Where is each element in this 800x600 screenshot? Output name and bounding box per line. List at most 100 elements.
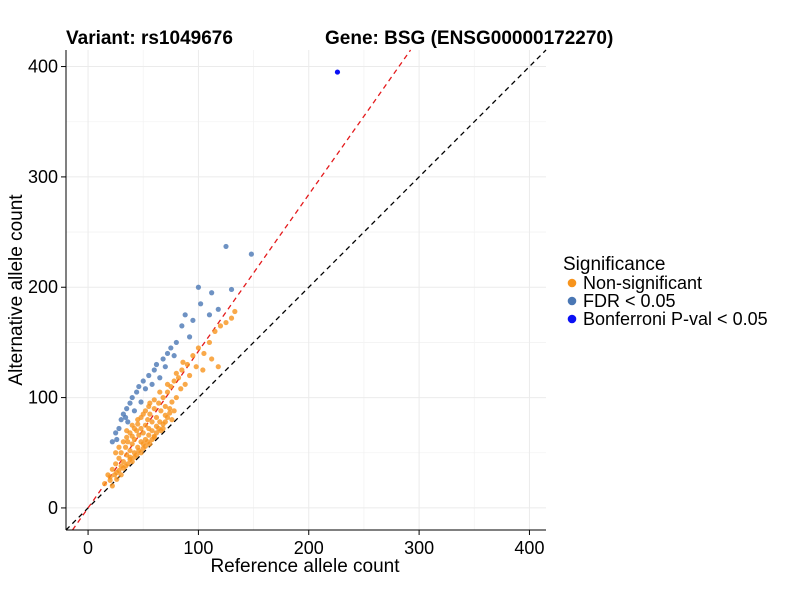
data-point [195, 284, 202, 290]
y-tick-label: 0 [48, 498, 58, 518]
y-tick-label: 100 [28, 388, 58, 408]
data-point [153, 361, 160, 368]
data-point [118, 472, 124, 478]
data-point [157, 389, 163, 395]
data-point [178, 386, 184, 392]
grid [66, 50, 546, 530]
y-axis-label: Alternative allele count [6, 194, 27, 386]
data-point [125, 461, 131, 467]
data-point [182, 381, 188, 387]
data-point [215, 364, 221, 370]
x-tick-label: 200 [294, 538, 324, 558]
data-point [167, 410, 173, 416]
y-tick-label: 200 [28, 277, 58, 297]
legend-swatch [567, 278, 577, 288]
data-point [114, 436, 120, 443]
data-point [198, 301, 204, 307]
data-point [114, 476, 120, 482]
data-point [175, 375, 182, 381]
data-point [190, 317, 196, 323]
data-point [129, 394, 135, 401]
data-point [131, 436, 138, 443]
data-point [138, 450, 144, 456]
data-point [116, 467, 122, 474]
data-point [173, 370, 179, 376]
data-point [129, 441, 135, 447]
data-point [171, 378, 177, 384]
data-point [334, 69, 341, 75]
data-point [109, 439, 115, 445]
data-point [169, 417, 175, 423]
data-point [179, 367, 185, 373]
data-point [122, 414, 129, 421]
data-point [173, 339, 179, 346]
data-point [113, 461, 119, 467]
data-point [127, 447, 133, 454]
data-point [136, 432, 142, 438]
data-point [182, 312, 188, 318]
data-point [162, 419, 168, 425]
data-point [131, 425, 138, 432]
data-point [164, 350, 171, 357]
data-point [167, 406, 173, 412]
data-point [134, 389, 140, 395]
data-point [206, 339, 213, 346]
chart-title-variant: Variant: rs1049676 [66, 28, 233, 49]
data-point [129, 458, 135, 465]
axes: 0 100 200 300 400 0 100 200 300 400 [28, 50, 546, 558]
data-point [186, 334, 193, 340]
legend-swatch [567, 296, 577, 306]
data-point [109, 483, 115, 489]
data-point [111, 472, 118, 478]
data-point [146, 372, 152, 379]
data-point [138, 414, 144, 421]
data-point [217, 323, 224, 329]
data-point [136, 383, 142, 390]
data-point [173, 394, 179, 401]
data-point [228, 286, 235, 293]
data-point [145, 417, 151, 423]
y-tick-label: 300 [28, 167, 58, 187]
data-point [102, 481, 108, 487]
data-point [228, 315, 235, 321]
data-point [201, 350, 207, 357]
data-point [160, 356, 166, 362]
data-point [113, 450, 119, 456]
data-point [142, 386, 149, 392]
data-point [209, 356, 215, 362]
data-point [184, 361, 190, 368]
data-point [146, 432, 152, 438]
data-point [157, 375, 163, 381]
data-point [156, 400, 162, 406]
chart-title-gene: Gene: BSG (ENSG00000172270) [325, 28, 613, 49]
data-point [193, 364, 199, 370]
data-point [164, 414, 171, 421]
data-point [116, 455, 122, 461]
data-point [124, 434, 130, 440]
data-point [116, 425, 122, 432]
data-point [151, 434, 157, 440]
legend-label: FDR < 0.05 [583, 291, 676, 311]
data-point [147, 400, 153, 406]
data-point [122, 444, 129, 450]
data-point [160, 394, 166, 401]
y-tick-label: 400 [28, 57, 58, 77]
data-point [151, 367, 157, 373]
data-point [169, 399, 175, 405]
data-point [164, 389, 171, 395]
data-point [180, 359, 186, 365]
data-point [151, 397, 157, 403]
data-point [140, 378, 146, 384]
data-point [158, 408, 164, 414]
data-point [186, 372, 193, 379]
data-point [149, 419, 155, 425]
reference-line-fit [71, 49, 412, 531]
reference-lines [65, 49, 547, 531]
legend-label: Bonferroni P-val < 0.05 [583, 309, 768, 329]
data-point [168, 345, 174, 351]
data-point [120, 458, 126, 465]
data-point [107, 477, 113, 483]
data-point [171, 353, 177, 359]
